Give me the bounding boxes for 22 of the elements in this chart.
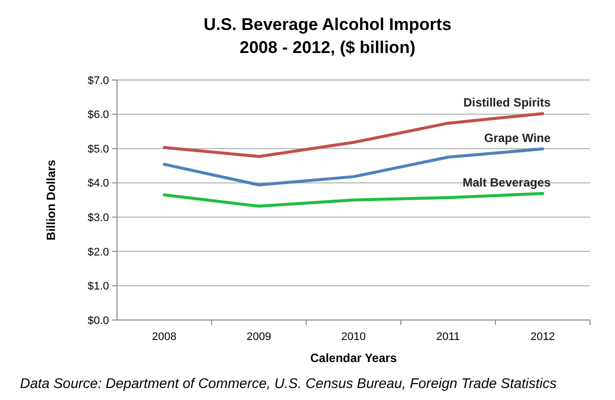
x-tick-label: 2009	[246, 331, 272, 343]
x-axis-title: Calendar Years	[310, 351, 398, 365]
y-tick-label: $1.0	[88, 280, 109, 293]
y-tick-label: $7.0	[88, 74, 109, 87]
x-tick-label: 2011	[436, 331, 460, 343]
source-note: Data Source: Department of Commerce, U.S. Census Bureau, Foreign Trade Statistics	[20, 375, 557, 391]
x-tick-label: 2012	[530, 331, 555, 343]
series-label: Grape Wine	[484, 130, 552, 145]
y-tick-label: $5.0	[88, 143, 109, 156]
x-tick-label: 2010	[341, 331, 366, 343]
series-label: Distilled Spirits	[463, 96, 552, 110]
chart-title: U.S. Beverage Alcohol Imports	[204, 15, 452, 34]
y-tick-label: $0.0	[88, 314, 109, 327]
y-tick-label: $6.0	[88, 109, 109, 122]
y-tick-label: $4.0	[88, 178, 109, 190]
series-label: Malt Beverages	[462, 175, 552, 190]
y-tick-label: $2.0	[88, 246, 109, 258]
line-series	[162, 192, 544, 208]
chart-subtitle: 2008 - 2012, ($ billion)	[240, 38, 416, 57]
x-tick-label: 2008	[152, 331, 177, 343]
y-axis-title: Billion Dollars	[44, 159, 58, 240]
y-tick-label: $3.0	[88, 212, 109, 224]
